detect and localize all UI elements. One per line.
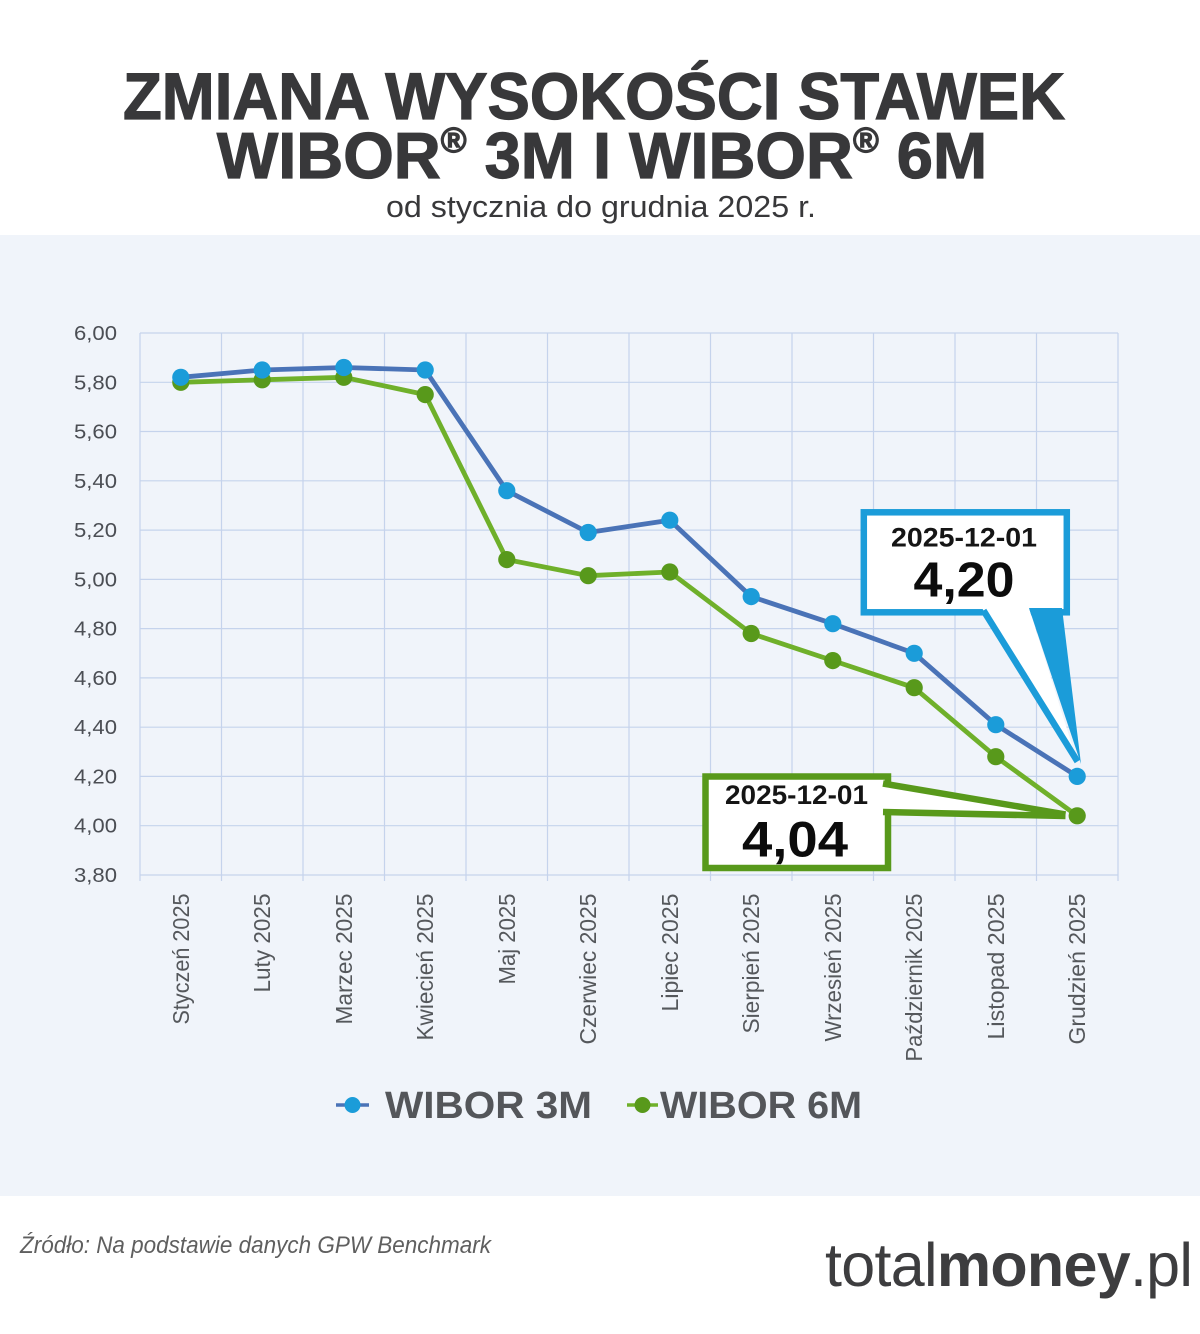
svg-text:Wrzesień 2025: Wrzesień 2025 [820,894,846,1042]
svg-text:ZMIANA WYSOKOŚCI STAWEK: ZMIANA WYSOKOŚCI STAWEK [123,59,1065,133]
svg-text:5,40: 5,40 [74,471,117,493]
svg-text:4,20: 4,20 [74,766,117,788]
svg-text:WIBOR® 3M I WIBOR® 6M: WIBOR® 3M I WIBOR® 6M [217,119,987,192]
svg-text:4,60: 4,60 [74,668,117,690]
svg-text:6,00: 6,00 [74,323,117,345]
svg-text:5,60: 5,60 [74,422,117,444]
svg-text:WIBOR 3M: WIBOR 3M [385,1085,592,1127]
svg-text:5,00: 5,00 [74,569,117,591]
svg-text:5,20: 5,20 [74,520,117,542]
svg-text:od stycznia do grudnia 2025 r.: od stycznia do grudnia 2025 r. [386,189,816,224]
svg-text:Lipiec 2025: Lipiec 2025 [657,894,683,1012]
svg-text:Marzec 2025: Marzec 2025 [331,894,357,1025]
svg-text:Maj 2025: Maj 2025 [494,894,520,985]
svg-text:Styczeń 2025: Styczeń 2025 [168,894,194,1025]
svg-text:4,20: 4,20 [914,554,1015,608]
svg-text:4,00: 4,00 [74,816,117,838]
svg-text:Czerwiec 2025: Czerwiec 2025 [575,894,601,1045]
svg-text:4,80: 4,80 [74,619,117,641]
svg-text:Listopad 2025: Listopad 2025 [983,894,1009,1040]
svg-text:5,80: 5,80 [74,372,117,394]
svg-text:Źródło: Na podstawie danych GP: Źródło: Na podstawie danych GPW Benchmar… [19,1232,493,1259]
svg-text:Luty 2025: Luty 2025 [249,894,275,993]
svg-text:Październik 2025: Październik 2025 [901,893,927,1061]
svg-text:WIBOR 6M: WIBOR 6M [660,1085,862,1127]
svg-text:3,80: 3,80 [74,865,117,887]
svg-text:totalmoney.pl: totalmoney.pl [825,1231,1192,1299]
svg-text:2025-12-01: 2025-12-01 [725,780,868,810]
svg-text:Kwiecień 2025: Kwiecień 2025 [412,894,438,1041]
svg-text:2025-12-01: 2025-12-01 [891,523,1037,553]
svg-text:4,40: 4,40 [74,717,117,739]
svg-text:4,04: 4,04 [742,812,848,868]
svg-text:Grudzień 2025: Grudzień 2025 [1064,894,1090,1045]
svg-text:Sierpień 2025: Sierpień 2025 [738,894,764,1034]
